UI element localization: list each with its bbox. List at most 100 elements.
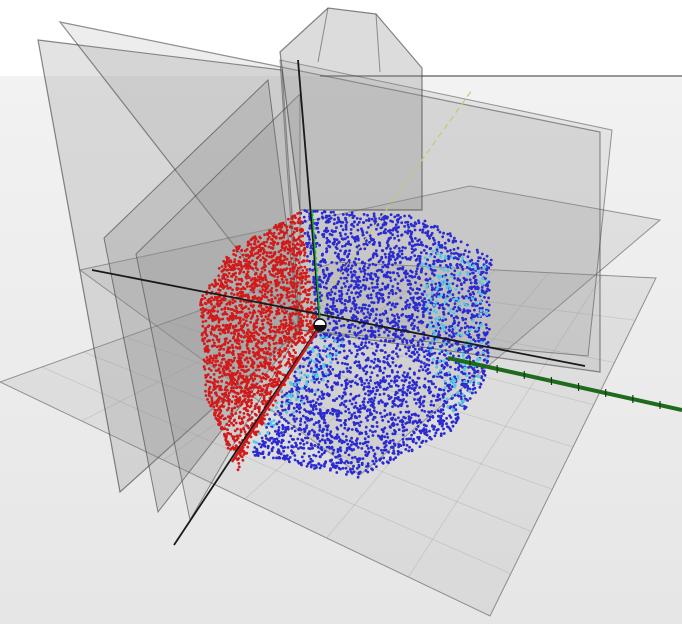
blue-point xyxy=(405,339,408,343)
red-point xyxy=(253,377,257,381)
blue-point xyxy=(383,366,387,370)
blue-point xyxy=(414,237,417,240)
blue-point xyxy=(343,391,347,394)
blue-point xyxy=(261,450,265,454)
red-point xyxy=(274,236,278,240)
blue-point xyxy=(404,314,408,318)
red-point xyxy=(245,316,249,319)
red-point xyxy=(301,269,305,272)
blue-point xyxy=(364,303,367,307)
blue-point xyxy=(412,344,416,347)
blue-point xyxy=(320,253,324,257)
blue-point xyxy=(322,272,326,276)
blue-point xyxy=(351,274,354,277)
red-point xyxy=(259,258,263,262)
blue-point xyxy=(419,395,423,399)
blue-point xyxy=(461,378,464,382)
blue-point xyxy=(449,299,452,302)
blue-point xyxy=(425,251,428,255)
blue-point xyxy=(339,234,343,238)
red-point xyxy=(246,285,249,288)
red-point xyxy=(296,212,299,215)
blue-point xyxy=(282,433,285,437)
blue-point xyxy=(411,338,415,341)
blue-point xyxy=(367,329,370,333)
blue-point xyxy=(311,446,314,450)
red-point xyxy=(300,300,304,304)
blue-point xyxy=(422,423,426,427)
blue-point xyxy=(392,339,395,343)
blue-point xyxy=(453,321,457,325)
blue-point xyxy=(320,397,324,400)
blue-point xyxy=(384,287,387,291)
blue-point xyxy=(435,225,439,229)
blue-point xyxy=(441,303,444,306)
blue-point xyxy=(339,403,342,407)
blue-point xyxy=(267,422,270,426)
blue-point xyxy=(318,429,322,432)
red-point xyxy=(240,417,244,421)
red-point xyxy=(246,404,250,408)
blue-point xyxy=(414,281,417,284)
blue-point xyxy=(406,372,410,375)
blue-point xyxy=(483,295,486,299)
blue-point xyxy=(321,270,325,274)
blue-point xyxy=(335,464,339,468)
blue-point xyxy=(389,279,393,283)
blue-point xyxy=(295,403,299,406)
red-point xyxy=(201,313,205,317)
blue-point xyxy=(370,301,374,304)
blue-point xyxy=(413,228,417,232)
blue-point xyxy=(411,379,415,382)
blue-point xyxy=(343,276,346,280)
blue-point xyxy=(391,228,395,232)
blue-point xyxy=(383,330,386,334)
red-point xyxy=(253,324,256,328)
red-point xyxy=(278,349,281,352)
blue-point xyxy=(353,405,357,408)
red-point xyxy=(299,324,303,328)
blue-point xyxy=(369,391,373,394)
blue-point xyxy=(291,451,295,454)
blue-point xyxy=(298,403,301,406)
blue-point xyxy=(327,214,331,218)
blue-point xyxy=(353,455,357,459)
blue-point xyxy=(425,430,428,434)
blue-point xyxy=(372,454,376,458)
blue-point xyxy=(438,352,441,356)
red-point xyxy=(284,262,287,265)
blue-point xyxy=(366,307,369,311)
blue-point xyxy=(390,320,394,324)
blue-point xyxy=(339,249,342,253)
blue-point xyxy=(357,258,361,261)
blue-point xyxy=(401,246,405,249)
red-point xyxy=(207,309,211,312)
blue-point xyxy=(299,446,303,449)
blue-point xyxy=(350,436,353,440)
blue-point xyxy=(335,418,339,422)
blue-point xyxy=(363,385,366,389)
blue-point xyxy=(312,464,316,467)
blue-point xyxy=(393,215,397,219)
blue-point xyxy=(382,387,386,391)
red-point xyxy=(200,311,204,314)
blue-point xyxy=(404,448,408,451)
blue-point xyxy=(364,341,368,344)
blue-point xyxy=(394,261,397,265)
blue-point xyxy=(346,254,350,258)
blue-point xyxy=(418,257,422,261)
blue-point xyxy=(333,408,336,412)
blue-point xyxy=(340,383,344,387)
red-point xyxy=(252,393,256,396)
red-point xyxy=(204,394,208,397)
blue-point xyxy=(331,412,335,416)
red-point xyxy=(237,247,241,250)
red-point xyxy=(234,383,237,387)
blue-point xyxy=(388,339,392,343)
blue-point xyxy=(412,350,416,354)
blue-point xyxy=(418,259,422,263)
red-point xyxy=(263,268,267,272)
blue-point xyxy=(429,308,433,312)
